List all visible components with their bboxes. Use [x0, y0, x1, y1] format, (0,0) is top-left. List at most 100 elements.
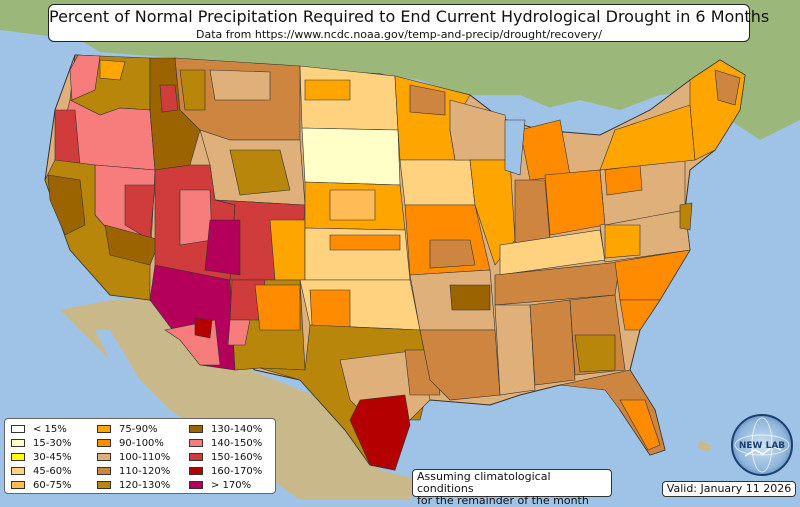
- region-ar-east: [449, 284, 491, 311]
- lake-michigan: [504, 119, 526, 176]
- legend-swatch: [189, 481, 203, 489]
- region-mo-south: [429, 239, 476, 269]
- region-indiana: [514, 179, 551, 246]
- legend-swatch: [97, 481, 111, 489]
- legend-swatch: [11, 439, 25, 447]
- legend-label: 110-120%: [119, 465, 171, 477]
- legend-label: 75-90%: [119, 423, 158, 435]
- region-nd-west: [304, 79, 351, 101]
- legend-column-2: 75-90% 90-100% 100-110% 110-120% 120-130…: [97, 422, 170, 492]
- region-louisiana: [419, 329, 501, 401]
- region-ks-band: [329, 234, 401, 251]
- region-co-east: [269, 219, 306, 281]
- region-ca-central: [104, 224, 161, 266]
- bahamas-island: [698, 440, 712, 452]
- region-mississippi: [494, 304, 536, 396]
- legend-swatch: [189, 425, 203, 433]
- legend-label: 130-140%: [211, 423, 263, 435]
- region-wy-central: [229, 149, 291, 196]
- legend-item: < 15%: [11, 422, 72, 436]
- legend-item: 60-75%: [11, 478, 72, 492]
- title-box: Percent of Normal Precipitation Required…: [48, 4, 770, 42]
- new-lab-logo: NEW LAB: [731, 414, 793, 476]
- legend-item: 15-30%: [11, 436, 72, 450]
- legend-item: 30-45%: [11, 450, 72, 464]
- legend-swatch: [97, 453, 111, 461]
- region-south-dakota: [301, 127, 401, 186]
- legend-item: 110-120%: [97, 464, 170, 478]
- great-lakes-region-water: [470, 95, 560, 130]
- region-alabama: [529, 299, 576, 386]
- region-delmarva: [679, 202, 693, 231]
- region-mt-east: [209, 69, 271, 101]
- legend-swatch: [189, 467, 203, 475]
- legend-item: 75-90%: [97, 422, 170, 436]
- legend-item: 160-170%: [189, 464, 262, 478]
- legend-swatch: [11, 481, 25, 489]
- legend-swatch: [189, 439, 203, 447]
- legend-item: 45-60%: [11, 464, 72, 478]
- legend: < 15% 15-30% 30-45% 45-60% 60-75% 75-90%…: [4, 418, 276, 494]
- legend-label: 60-75%: [33, 479, 72, 491]
- globe-icon: NEW LAB: [734, 417, 790, 473]
- legend-item: > 170%: [189, 478, 262, 492]
- region-ca-north: [47, 174, 86, 236]
- note-line-2: for the remainder of the month: [417, 494, 589, 507]
- legend-label: 100-110%: [119, 451, 171, 463]
- region-iowa: [399, 159, 476, 206]
- legend-label: 90-100%: [119, 437, 164, 449]
- legend-swatch: [11, 425, 25, 433]
- region-id-north: [159, 84, 179, 113]
- region-ok-west: [309, 289, 351, 331]
- legend-item: 140-150%: [189, 436, 262, 450]
- note-line-1: Assuming climatological conditions: [417, 470, 551, 495]
- region-ut-central: [179, 189, 213, 246]
- logo-text: NEW LAB: [739, 441, 785, 451]
- legend-label: 150-160%: [211, 451, 263, 463]
- legend-swatch: [97, 439, 111, 447]
- region-va-west: [604, 224, 641, 259]
- region-fl-south: [619, 399, 661, 451]
- region-wa-coast: [69, 54, 101, 101]
- region-maine-north: [714, 69, 741, 106]
- legend-swatch: [97, 425, 111, 433]
- region-ohio: [544, 169, 606, 236]
- region-co-west: [204, 219, 241, 276]
- legend-item: 90-100%: [97, 436, 170, 450]
- map-title: Percent of Normal Precipitation Required…: [49, 7, 770, 26]
- legend-swatch: [11, 467, 25, 475]
- region-wa-north: [99, 59, 126, 81]
- legend-item: 100-110%: [97, 450, 170, 464]
- legend-swatch: [97, 467, 111, 475]
- region-tx-south: [349, 394, 411, 471]
- map-subtitle: Data from https://www.ncdc.noaa.gov/temp…: [196, 28, 602, 41]
- legend-label: < 15%: [33, 423, 67, 435]
- legend-label: 120-130%: [119, 479, 171, 491]
- region-ga-south: [574, 334, 616, 373]
- legend-swatch: [11, 453, 25, 461]
- valid-date: Valid: January 11 2026: [662, 481, 796, 497]
- legend-swatch: [189, 453, 203, 461]
- region-pa-west: [604, 164, 643, 196]
- legend-label: > 170%: [211, 479, 252, 491]
- legend-label: 15-30%: [33, 437, 72, 449]
- legend-label: 45-60%: [33, 465, 72, 477]
- legend-column-1: < 15% 15-30% 30-45% 45-60% 60-75%: [11, 422, 72, 492]
- mexico-land: [60, 300, 420, 500]
- region-nm-west: [227, 319, 251, 346]
- legend-item: 120-130%: [97, 478, 170, 492]
- legend-item: 150-160%: [189, 450, 262, 464]
- region-mt-west: [179, 69, 206, 111]
- legend-label: 160-170%: [211, 465, 263, 477]
- legend-item: 130-140%: [189, 422, 262, 436]
- region-mn-north: [409, 84, 446, 116]
- assumption-note: Assuming climatological conditions for t…: [412, 469, 612, 507]
- region-south-carolina: [619, 299, 661, 331]
- region-ne-central: [329, 189, 376, 221]
- legend-column-3: 130-140% 140-150% 150-160% 160-170% > 17…: [189, 422, 262, 492]
- legend-label: 140-150%: [211, 437, 263, 449]
- region-az-pocket: [194, 317, 213, 339]
- legend-label: 30-45%: [33, 451, 72, 463]
- region-nm-east: [254, 284, 301, 331]
